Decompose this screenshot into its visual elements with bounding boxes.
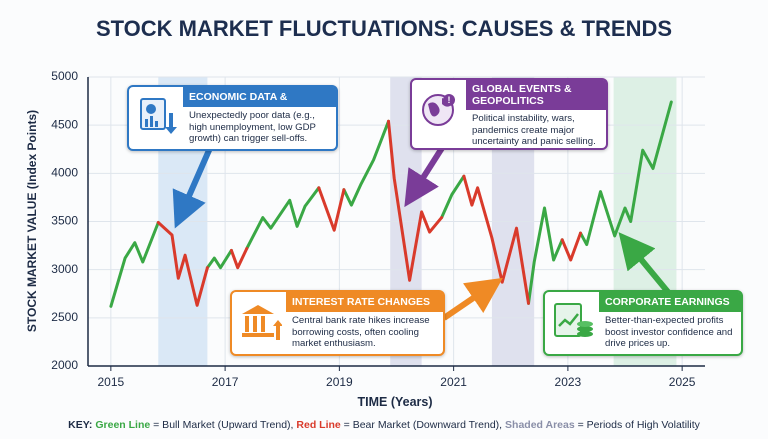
annotation-title: GLOBAL EVENTS & GEOPOLITICS (466, 80, 606, 110)
annotation-title: ECONOMIC DATA & REPORTS (183, 87, 336, 123)
key-items: Green Line = Bull Market (Upward Trend),… (95, 419, 700, 431)
arrows (172, 146, 671, 321)
key-term: Green Line (95, 419, 151, 431)
x-tick-label: 2021 (440, 375, 467, 389)
icon (554, 303, 593, 337)
key-term: Shaded Areas (505, 419, 575, 431)
y-tick-label: 3000 (51, 262, 78, 276)
arrow (404, 146, 445, 208)
annotation-text: Central bank rate hikes increase borrowi… (292, 315, 430, 349)
y-tick-label: 4500 (51, 117, 78, 131)
arrow (618, 232, 671, 294)
arrow (172, 146, 213, 229)
x-tick-label: 2025 (669, 375, 696, 389)
y-tick-label: 3500 (51, 214, 78, 228)
icon (140, 98, 177, 134)
key: KEY: Green Line = Bull Market (Upward Tr… (0, 419, 768, 431)
annotation-box: ! GLOBAL EVENTS & GEOPOLITICS Political … (410, 78, 608, 150)
y-tick-label: 2000 (51, 358, 78, 372)
icon (242, 305, 282, 340)
annotation-box: INTEREST RATE CHANGES Central bank rate … (230, 290, 445, 356)
x-tick-label: 2017 (212, 375, 239, 389)
annotation-title: INTEREST RATE CHANGES (286, 292, 443, 312)
x-axis-label: TIME (Years) (357, 395, 432, 409)
key-text: = Bull Market (Upward Trend), (150, 419, 297, 431)
key-label: KEY: (68, 419, 93, 431)
chart-title: STOCK MARKET FLUCTUATIONS: CAUSES & TREN… (96, 16, 672, 41)
arrow (442, 277, 503, 321)
y-tick-label: 4000 (51, 166, 78, 180)
key-text: = Periods of High Volatility (574, 419, 700, 431)
y-tick-label: 5000 (51, 69, 78, 83)
annotation-title: CORPORATE EARNINGS (599, 292, 741, 312)
x-tick-label: 2023 (555, 375, 582, 389)
y-tick-label: 2500 (51, 310, 78, 324)
annotation-text: Unexpectedly poor data (e.g., high unemp… (189, 110, 316, 144)
x-tick-label: 2015 (98, 375, 125, 389)
icon: ! (422, 94, 455, 126)
key-term: Red Line (296, 419, 341, 431)
annotation-text: Better-than-expected profits boost inves… (605, 315, 733, 349)
y-axis-label: STOCK MARKET VALUE (Index Points) (25, 110, 39, 332)
annotation-text: Political instability, wars, pandemics c… (472, 113, 596, 147)
trend-line (156, 119, 582, 307)
svg-text:!: ! (448, 95, 451, 105)
annotation-box: CORPORATE EARNINGS Better-than-expected … (543, 290, 743, 356)
annotation-box: ECONOMIC DATA & REPORTS Unexpectedly poo… (127, 85, 338, 151)
x-tick-label: 2019 (326, 375, 353, 389)
trend-line (109, 100, 673, 308)
key-text: = Bear Market (Downward Trend), (340, 419, 506, 431)
